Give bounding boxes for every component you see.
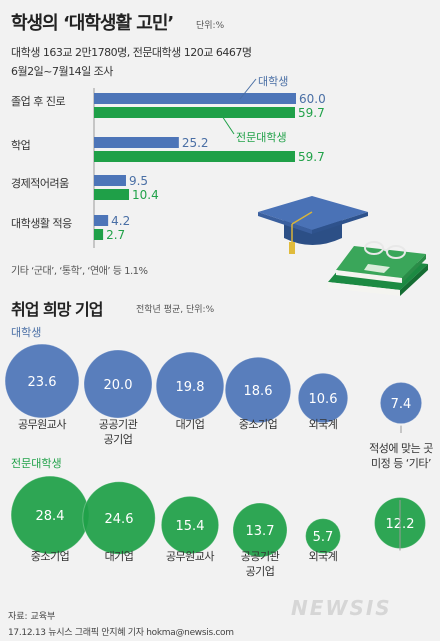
bubble-label: 공기업 <box>104 433 133 446</box>
bubble-value: 23.6 <box>28 375 57 390</box>
category-label: 대학생활 적응 <box>11 216 72 230</box>
category-label: 학업 <box>11 139 30 152</box>
bubble-value: 15.4 <box>176 519 205 534</box>
bubble-3 <box>155 351 225 421</box>
bubble-label: 중소기업 <box>31 550 69 563</box>
bubble-1 <box>4 343 80 419</box>
source-note: 자료: 교육부 <box>8 612 56 622</box>
bar-college <box>94 189 130 200</box>
bubble-value: 20.0 <box>104 378 133 393</box>
bubble-label: 공공기관 <box>241 550 280 563</box>
bubble-2 <box>82 481 156 555</box>
data-label: 59.7 <box>298 150 325 164</box>
survey-scope: 대학생 163교 2만1780명, 전문대학생 120교 6467명 <box>11 46 252 59</box>
cap-icon <box>258 196 368 254</box>
bubble-value: 13.7 <box>246 524 275 539</box>
graduation-cap-books-icon <box>258 196 428 296</box>
bubble-value: 19.8 <box>176 380 205 395</box>
data-label: 59.7 <box>298 106 325 120</box>
bar-college <box>94 107 295 118</box>
bubble-4 <box>224 356 292 424</box>
bubble-6 <box>379 381 423 425</box>
bubble-5 <box>297 372 349 424</box>
data-label: 4.2 <box>111 214 130 228</box>
bubble-label: 공기업 <box>246 565 275 578</box>
bubble-value: 28.4 <box>36 509 65 524</box>
section-unit: 전학년 평균, 단위:% <box>136 305 215 315</box>
bubble-label: 미정 등 ‘기타’ <box>371 457 431 470</box>
glasses-icon <box>364 241 406 259</box>
legend-pointer-univ <box>239 78 257 100</box>
data-label: 25.2 <box>182 136 209 150</box>
legend-univ: 대학생 <box>258 75 289 88</box>
bubble-label: 공무원교사 <box>166 550 214 563</box>
group-label-univ: 대학생 <box>11 326 42 339</box>
bubble-label: 공공기관 <box>99 418 138 431</box>
category-label: 경제적어려움 <box>11 177 69 190</box>
category-label: 졸업 후 진로 <box>11 95 65 108</box>
bubble-label: 공무원교사 <box>18 418 66 431</box>
bubble-label: 외국계 <box>309 418 338 431</box>
bubble-label: 대기업 <box>176 418 205 431</box>
bar-college <box>94 229 104 240</box>
bubble-5 <box>305 518 341 554</box>
bubble-3 <box>160 495 220 555</box>
data-label: 10.4 <box>132 188 159 202</box>
bubble-label: 대기업 <box>105 550 134 563</box>
bubble-4 <box>232 502 288 558</box>
bubble-value: 18.6 <box>244 384 273 399</box>
credit-note: 17.12.13 뉴시스 그래픽 안지혜 기자 hokma@newsis.com <box>8 628 234 638</box>
title-unit: 단위:% <box>196 21 225 31</box>
bubble-label: 중소기업 <box>239 418 277 431</box>
legend-college: 전문대학생 <box>236 131 287 144</box>
group-label-college: 전문대학생 <box>11 457 62 470</box>
bar-univ <box>94 175 126 186</box>
bar-college <box>94 151 295 162</box>
bubble-value: 10.6 <box>309 392 338 407</box>
data-label: 2.7 <box>106 228 125 242</box>
data-label: 60.0 <box>299 92 326 106</box>
bubble-2 <box>83 349 153 419</box>
bubble-label: 적성에 맞는 곳 <box>369 442 433 455</box>
data-label: 9.5 <box>129 174 148 188</box>
survey-period: 6월2일~7월14일 조사 <box>11 65 113 78</box>
section-title: 취업 희망 기업 <box>11 300 103 319</box>
bubble-value: 24.6 <box>105 512 134 527</box>
other-note: 기타 ‘군대’, ‘통학’, ‘연애’ 등 1.1% <box>11 266 148 277</box>
legend-pointer-college <box>221 115 235 135</box>
bar-univ <box>94 215 109 226</box>
bubble-value: 5.7 <box>313 530 334 545</box>
bar-univ <box>94 137 179 148</box>
bubble-value: 7.4 <box>391 397 412 412</box>
newsis-logo: NEWSIS <box>291 596 392 620</box>
bar-univ <box>94 93 296 104</box>
bubble-label: 외국계 <box>309 550 338 563</box>
page-title: 학생의 ‘대학생활 고민’ <box>11 13 174 34</box>
